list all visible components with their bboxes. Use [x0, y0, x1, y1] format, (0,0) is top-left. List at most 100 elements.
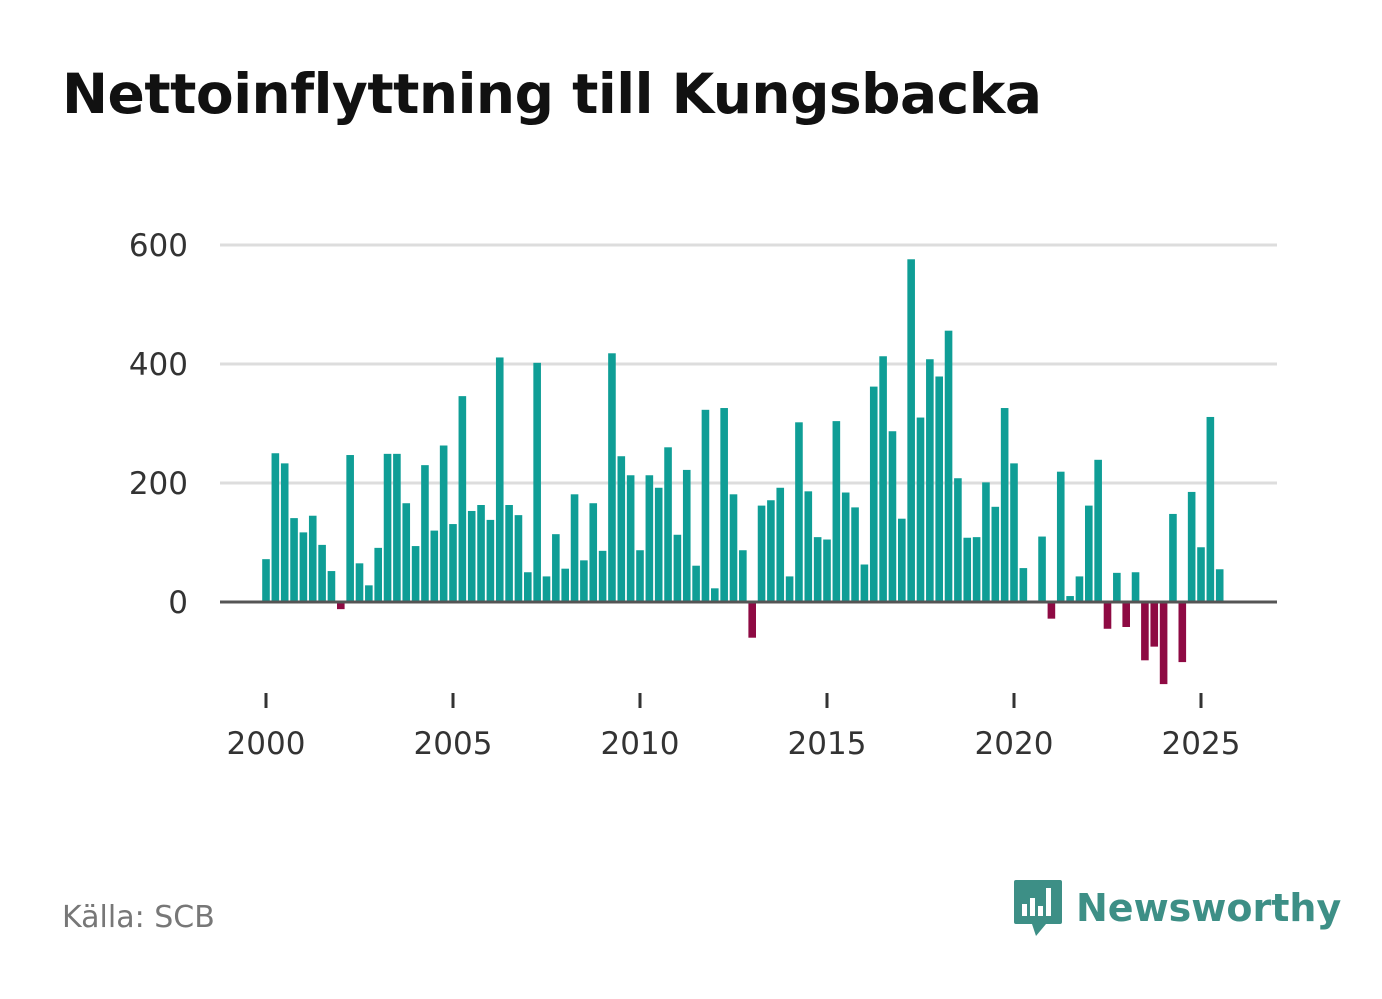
bar: [654, 487, 663, 602]
axes: [220, 600, 1277, 708]
y-tick-label: 200: [129, 466, 188, 502]
bar: [664, 447, 672, 602]
bar: [626, 475, 635, 602]
bar: [1038, 536, 1046, 602]
x-tick-label: 2000: [227, 726, 306, 762]
grid-lines: [220, 243, 1277, 485]
bar: [346, 455, 354, 602]
bar: [589, 503, 598, 602]
bar: [701, 409, 710, 602]
bar: [617, 456, 626, 602]
bar: [1178, 602, 1187, 663]
bar: [365, 585, 373, 602]
bar: [1122, 602, 1130, 627]
bar: [926, 359, 934, 602]
x-tick-label: 2010: [601, 726, 680, 762]
bar: [570, 494, 579, 602]
bar: [598, 550, 607, 602]
bar: [692, 565, 700, 602]
bar: [458, 396, 467, 602]
bar: [739, 550, 747, 602]
bar: [608, 353, 616, 602]
bar: [1066, 596, 1074, 602]
bar: [439, 445, 448, 602]
y-tick-label: 0: [168, 585, 188, 621]
bar: [785, 576, 794, 602]
bar: [673, 534, 682, 602]
bar: [1047, 602, 1056, 619]
bar: [327, 571, 336, 602]
bar: [495, 357, 504, 602]
bar: [1169, 513, 1177, 602]
bar: [1141, 602, 1149, 661]
y-tick-label: 600: [129, 228, 188, 264]
bar: [262, 559, 270, 602]
x-tick-label: 2020: [975, 726, 1054, 762]
bar: [954, 478, 962, 602]
bar: [514, 515, 523, 602]
bar: [1131, 572, 1140, 602]
bar: [430, 530, 439, 602]
bar: [308, 515, 317, 602]
bar: [963, 537, 972, 602]
bar: [645, 475, 654, 602]
tick-labels: 0 200 400 600 2000 2005 2010 2015 2020 2025: [129, 228, 1241, 762]
bar: [851, 507, 859, 602]
bar: [916, 417, 925, 602]
bar: [944, 330, 953, 602]
bar: [542, 576, 551, 602]
bar: [1075, 576, 1084, 602]
bar: [636, 550, 644, 602]
bar-chart: 0 200 400 600 2000 2005 2010 2015 2020 2025: [129, 228, 1277, 762]
bar: [869, 386, 878, 602]
bar: [804, 491, 813, 602]
bar: [1094, 459, 1102, 602]
newsworthy-brand: Newsworthy: [1012, 878, 1341, 938]
page-title: Nettoinflyttning till Kungsbacka: [62, 62, 1042, 126]
bar: [1215, 569, 1224, 602]
bar: [505, 505, 513, 602]
bar: [729, 494, 738, 602]
newsworthy-logo-icon: [1014, 880, 1062, 936]
bar: [1056, 471, 1065, 602]
bar: [477, 505, 485, 602]
bar: [795, 422, 803, 602]
bar: [580, 560, 588, 602]
bar: [823, 539, 831, 602]
bar: [860, 564, 869, 602]
bar: [879, 356, 887, 602]
bar: [1187, 491, 1196, 602]
bar: [1103, 602, 1112, 629]
y-tick-label: 400: [129, 347, 188, 383]
bar: [486, 519, 495, 602]
bar: [935, 376, 943, 602]
bar: [767, 500, 775, 602]
bar: [280, 463, 289, 602]
bar: [1010, 463, 1018, 602]
bar: [290, 518, 298, 602]
source-label: Källa: SCB: [62, 900, 215, 935]
bar: [1206, 416, 1215, 602]
bar: [1113, 572, 1121, 602]
bar: [552, 534, 560, 602]
x-tick-label: 2025: [1162, 726, 1241, 762]
bar: [711, 588, 719, 602]
bar: [383, 453, 392, 602]
x-tick-label: 2005: [414, 726, 493, 762]
bar: [1085, 505, 1093, 602]
bar: [1159, 602, 1168, 685]
bar: [813, 537, 822, 602]
bar: [524, 572, 532, 602]
bar: [1197, 547, 1205, 602]
bar: [982, 482, 990, 602]
bar: [720, 408, 728, 602]
bar: [748, 602, 756, 638]
bar: [898, 518, 906, 602]
bars: [262, 259, 1224, 685]
bar: [888, 431, 897, 602]
bar: [533, 362, 541, 602]
bar: [841, 492, 850, 602]
bar: [776, 487, 785, 602]
bar: [757, 505, 766, 602]
bar: [393, 453, 401, 602]
